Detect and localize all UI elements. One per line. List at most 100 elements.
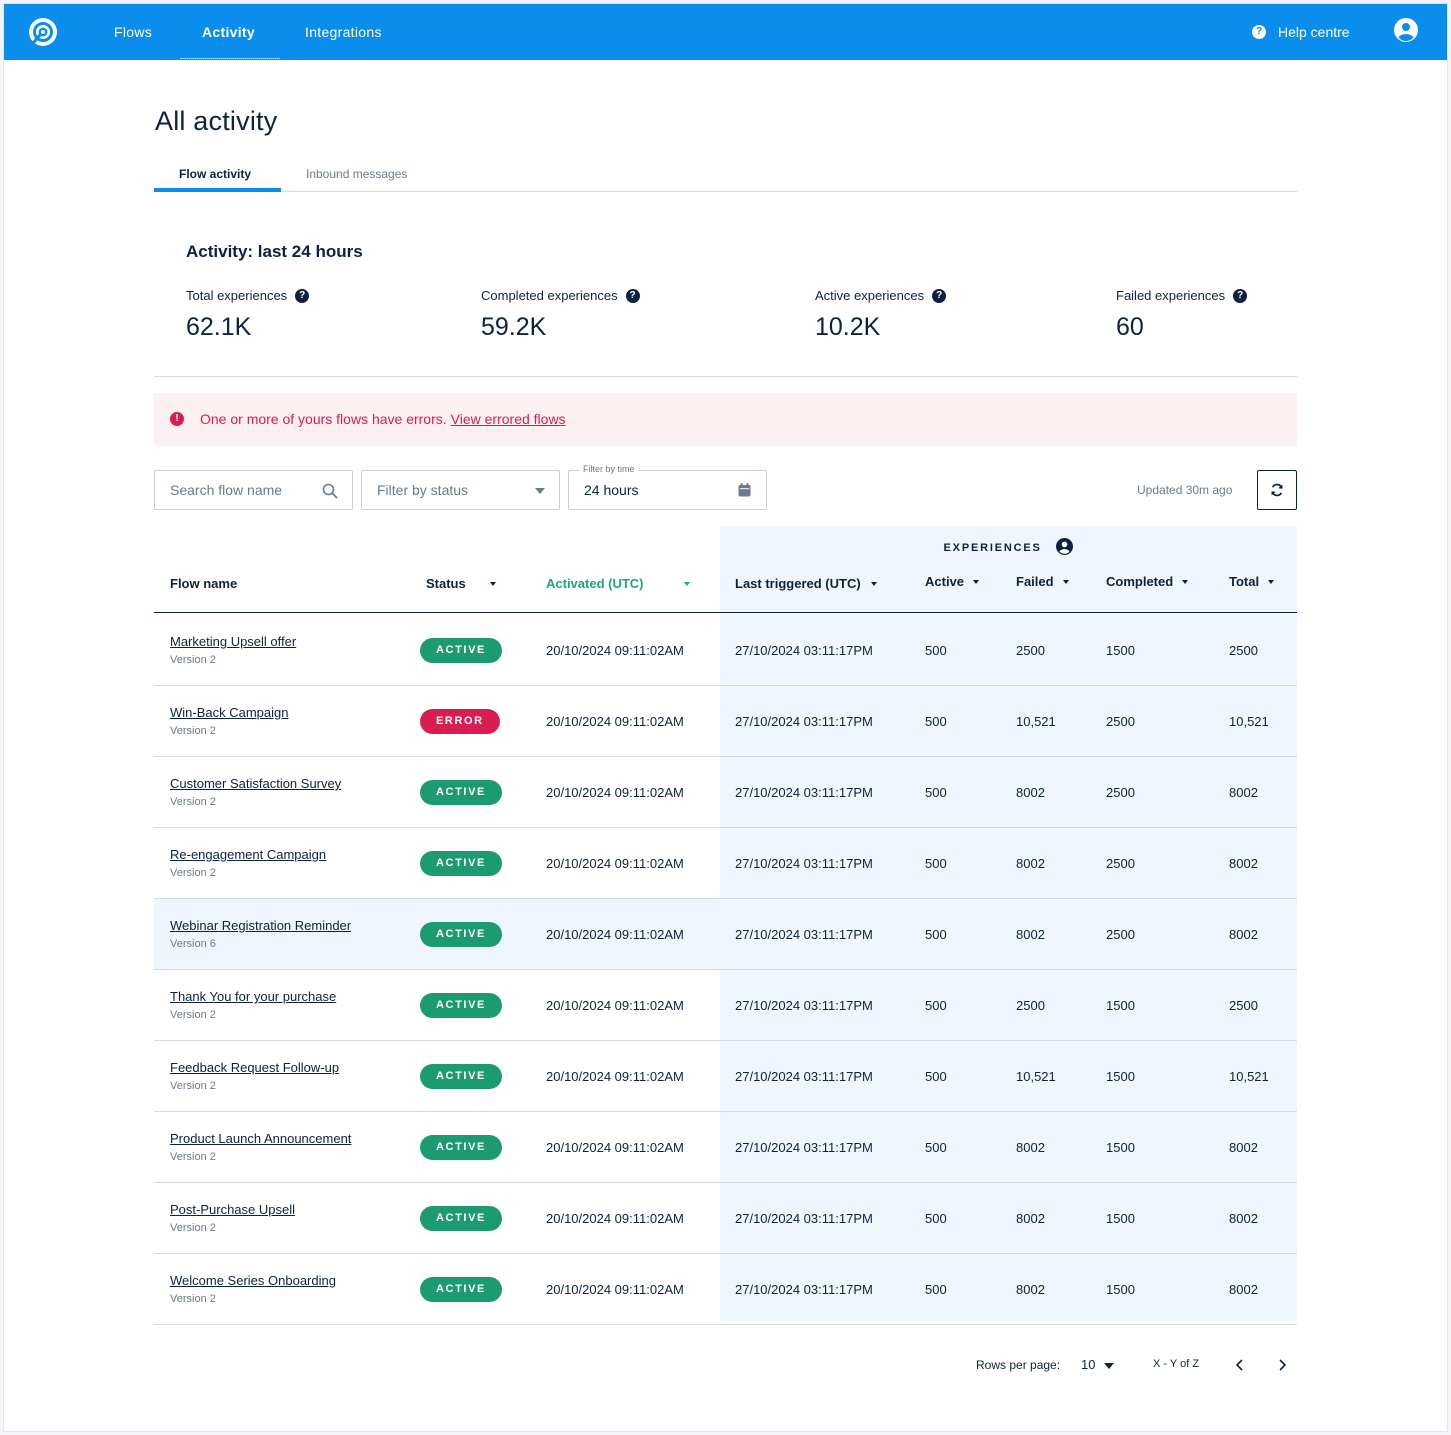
column-header-active[interactable]: Active [925, 574, 980, 589]
failed-count-cell: 8002 [1016, 785, 1045, 800]
search-icon[interactable] [322, 483, 338, 499]
header-divider [154, 612, 1297, 613]
failed-count-cell: 8002 [1016, 1140, 1045, 1155]
refresh-icon [1271, 483, 1283, 497]
activated-cell: 20/10/2024 09:11:02AM [546, 1140, 684, 1155]
column-header-failed[interactable]: Failed [1016, 574, 1069, 589]
dropdown-icon[interactable] [1104, 1363, 1114, 1369]
table-row[interactable]: Product Launch Announcement Version 2 ACTI… [154, 1112, 1297, 1183]
table-row[interactable]: Re-engagement Campaign Version 2 ACTIVE 20/… [154, 828, 1297, 899]
active-count-cell: 500 [925, 1211, 947, 1226]
flow-name-link[interactable]: Customer Satisfaction Survey [170, 776, 342, 791]
tab-bar: Flow activity Inbound messages [154, 159, 1297, 192]
failed-count-cell: 8002 [1016, 927, 1045, 942]
table-row[interactable]: Customer Satisfaction Survey Version 2 ACT… [154, 757, 1297, 828]
stat-value: 10.2K [815, 313, 881, 341]
table-row[interactable]: Post-Purchase Upsell Version 2 ACTIVE 20/10… [154, 1183, 1297, 1254]
time-filter-value: 24 hours [584, 482, 639, 498]
alert-message: One or more of yours flows have errors. [200, 411, 447, 427]
column-header-completed[interactable]: Completed [1106, 574, 1189, 589]
failed-count-cell: 2500 [1016, 998, 1045, 1013]
table-row[interactable]: Thank You for your purchase Version 2 ACTI… [154, 970, 1297, 1041]
dropdown-icon [535, 488, 545, 494]
flow-name-link[interactable]: Feedback Request Follow-up [170, 1060, 340, 1075]
user-circle-icon[interactable] [1056, 538, 1074, 555]
tab-flow-activity[interactable]: Flow activity [179, 167, 252, 181]
last-triggered-cell: 27/10/2024 03:11:17PM [735, 714, 873, 729]
column-header-activated[interactable]: Activated (UTC) [546, 576, 690, 591]
last-triggered-cell: 27/10/2024 03:11:17PM [735, 927, 873, 942]
alert-icon: ! [170, 412, 184, 426]
nav-flows[interactable]: Flows [114, 24, 153, 40]
column-header-status[interactable]: Status [426, 576, 496, 591]
active-count-cell: 500 [925, 998, 947, 1013]
completed-count-cell: 2500 [1106, 856, 1135, 871]
active-count-cell: 500 [925, 1140, 947, 1155]
flow-name-link[interactable]: Welcome Series Onboarding [170, 1273, 336, 1288]
help-centre-link[interactable]: ? Help centre [1252, 23, 1350, 41]
view-errored-flows-link[interactable]: View errored flows [450, 411, 566, 427]
flow-version: Version 2 [170, 1080, 216, 1092]
question-icon[interactable]: ? [1233, 288, 1248, 303]
rows-per-page-select[interactable]: 10 [1081, 1357, 1096, 1372]
active-count-cell: 500 [925, 785, 947, 800]
chevron-left-icon[interactable] [1232, 1357, 1248, 1373]
stat-label: Completed experiences [481, 288, 618, 303]
completed-count-cell: 2500 [1106, 785, 1135, 800]
table-row[interactable]: Win-Back Campaign Version 2 ERROR 20/10/202… [154, 686, 1297, 757]
calendar-icon[interactable] [738, 483, 751, 497]
activated-cell: 20/10/2024 09:11:02AM [546, 785, 684, 800]
table-row[interactable]: Welcome Series Onboarding Version 2 ACTIVE… [154, 1254, 1297, 1325]
column-header-flow-name[interactable]: Flow name [170, 576, 238, 591]
last-triggered-cell: 27/10/2024 03:11:17PM [735, 856, 873, 871]
flow-name-link[interactable]: Win-Back Campaign [170, 705, 289, 720]
table-row[interactable]: Feedback Request Follow-up Version 2 ACTIV… [154, 1041, 1297, 1112]
rows-per-page-label: Rows per page: [976, 1358, 1061, 1372]
flow-name-link[interactable]: Post-Purchase Upsell [170, 1202, 295, 1217]
activated-cell: 20/10/2024 09:11:02AM [546, 927, 684, 942]
flow-name-link[interactable]: Thank You for your purchase [170, 989, 337, 1004]
question-icon[interactable]: ? [932, 288, 947, 303]
logo-icon[interactable] [28, 17, 58, 47]
last-triggered-cell: 27/10/2024 03:11:17PM [735, 1069, 873, 1084]
last-triggered-cell: 27/10/2024 03:11:17PM [735, 785, 873, 800]
stat-total-experiences: Total experiences? 62.1K [186, 288, 310, 342]
status-badge: ACTIVE [420, 638, 502, 663]
active-count-cell: 500 [925, 1069, 947, 1084]
completed-count-cell: 1500 [1106, 643, 1135, 658]
tab-inbound-messages[interactable]: Inbound messages [306, 167, 408, 181]
flow-name-link[interactable]: Re-engagement Campaign [170, 847, 327, 862]
help-centre-label: Help centre [1278, 24, 1350, 40]
table-row[interactable]: Marketing Upsell offer Version 2 ACTIVE 20/… [154, 615, 1297, 686]
user-avatar-icon[interactable] [1394, 18, 1418, 42]
flow-name-link[interactable]: Marketing Upsell offer [170, 634, 297, 649]
nav-activity[interactable]: Activity [202, 24, 255, 40]
column-header-last-triggered[interactable]: Last triggered (UTC) [735, 576, 877, 591]
table-row[interactable]: Webinar Registration Reminder Version 6 AC… [154, 899, 1297, 970]
search-input[interactable]: Search flow name [154, 470, 353, 510]
question-icon[interactable]: ? [625, 288, 640, 303]
flow-name-link[interactable]: Product Launch Announcement [170, 1131, 352, 1146]
completed-count-cell: 1500 [1106, 1069, 1135, 1084]
status-badge: ACTIVE [420, 1135, 502, 1160]
status-filter-select[interactable]: Filter by status [361, 470, 560, 510]
stat-completed-experiences: Completed experiences? 59.2K [481, 288, 640, 342]
column-header-total[interactable]: Total [1229, 574, 1275, 589]
total-count-cell: 8002 [1229, 1282, 1258, 1297]
active-count-cell: 500 [925, 714, 947, 729]
total-count-cell: 8002 [1229, 1140, 1258, 1155]
top-nav-bar: Flows Activity Integrations ? Help centr… [4, 4, 1447, 60]
total-count-cell: 10,521 [1229, 714, 1269, 729]
refresh-button[interactable] [1257, 470, 1297, 510]
stat-value: 60 [1116, 313, 1144, 341]
search-placeholder: Search flow name [170, 482, 283, 498]
nav-integrations[interactable]: Integrations [305, 24, 382, 40]
question-icon[interactable]: ? [295, 288, 310, 303]
total-count-cell: 10,521 [1229, 1069, 1269, 1084]
time-filter-field[interactable]: Filter by time 24 hours [568, 464, 767, 510]
total-count-cell: 8002 [1229, 1211, 1258, 1226]
flow-name-link[interactable]: Webinar Registration Reminder [170, 918, 352, 933]
chevron-right-icon[interactable] [1274, 1357, 1290, 1373]
failed-count-cell: 8002 [1016, 1282, 1045, 1297]
total-count-cell: 8002 [1229, 927, 1258, 942]
